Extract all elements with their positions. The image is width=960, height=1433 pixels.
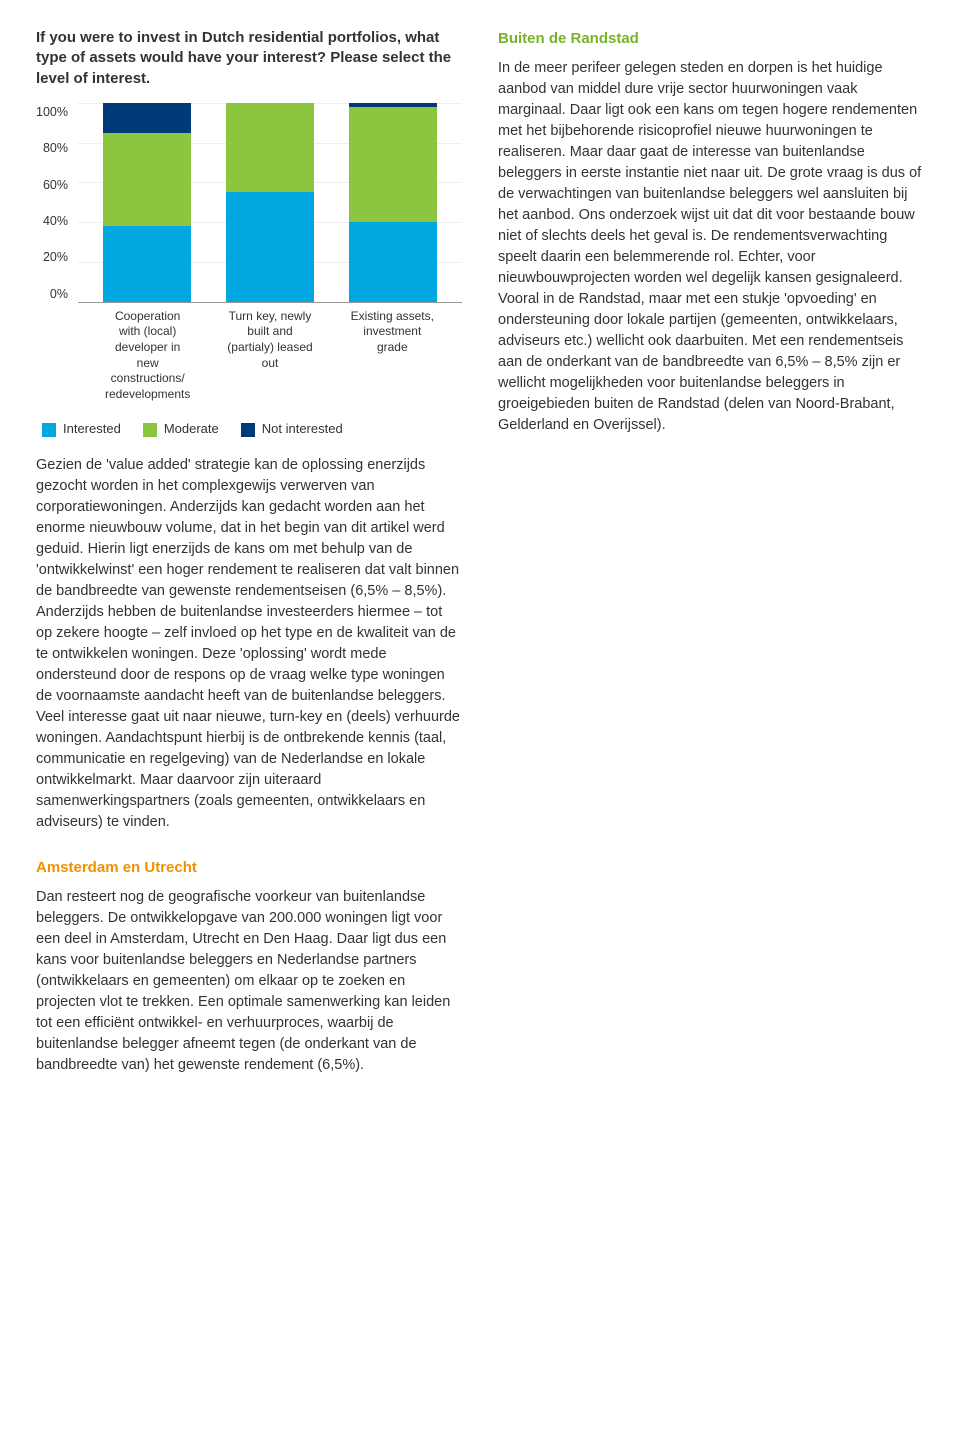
y-tick: 0% <box>36 285 68 303</box>
bar-column <box>226 103 314 302</box>
heading-amsterdam-utrecht: Amsterdam en Utrecht <box>36 857 462 879</box>
bar-segment <box>226 192 314 301</box>
chart-area: 100% 80% 60% 40% 20% 0% <box>36 103 462 303</box>
right-paragraph: In de meer perifeer gelegen steden en do… <box>498 58 924 436</box>
y-tick: 40% <box>36 212 68 230</box>
y-tick: 80% <box>36 139 68 157</box>
legend-not-interested: Not interested <box>241 420 343 439</box>
heading-buiten-randstad: Buiten de Randstad <box>498 28 924 50</box>
y-tick: 100% <box>36 103 68 121</box>
legend-interested: Interested <box>42 420 121 439</box>
stacked-bar-chart: 100% 80% 60% 40% 20% 0% <box>36 103 462 439</box>
x-label: Existing assets, investment grade <box>348 309 436 403</box>
legend-swatch-icon <box>241 423 255 437</box>
chart-legend: Interested Moderate Not interested <box>42 420 462 439</box>
left-paragraph-1: Gezien de 'value added' strategie kan de… <box>36 455 462 833</box>
body-paragraph: In de meer perifeer gelegen steden en do… <box>498 58 924 436</box>
legend-swatch-icon <box>42 423 56 437</box>
body-paragraph: Dan resteert nog de geografische voorkeu… <box>36 887 462 1076</box>
legend-moderate: Moderate <box>143 420 219 439</box>
right-column: Buiten de Randstad In de meer perifeer g… <box>498 28 924 1076</box>
bar-segment <box>103 103 191 133</box>
bar-segment <box>349 222 437 302</box>
bar-segment <box>103 226 191 302</box>
bar-column <box>103 103 191 302</box>
x-axis-labels: Cooperation with (local) developer in ne… <box>78 303 462 403</box>
legend-label: Moderate <box>164 420 219 439</box>
chart-bars <box>78 103 462 302</box>
bar-column <box>349 103 437 302</box>
y-tick: 60% <box>36 176 68 194</box>
legend-label: Interested <box>63 420 121 439</box>
bar-segment <box>226 103 314 193</box>
y-tick: 20% <box>36 248 68 266</box>
x-label: Turn key, newly built and (partialy) lea… <box>226 309 314 403</box>
body-paragraph: Gezien de 'value added' strategie kan de… <box>36 455 462 833</box>
legend-swatch-icon <box>143 423 157 437</box>
chart-question: If you were to invest in Dutch residenti… <box>36 28 462 89</box>
legend-label: Not interested <box>262 420 343 439</box>
left-column: If you were to invest in Dutch residenti… <box>36 28 462 1076</box>
bar-segment <box>103 133 191 227</box>
left-paragraph-2: Dan resteert nog de geografische voorkeu… <box>36 887 462 1076</box>
x-label: Cooperation with (local) developer in ne… <box>104 309 192 403</box>
chart-plot <box>78 103 462 303</box>
bar-segment <box>349 107 437 222</box>
two-column-layout: If you were to invest in Dutch residenti… <box>36 28 924 1076</box>
y-axis: 100% 80% 60% 40% 20% 0% <box>36 103 78 303</box>
